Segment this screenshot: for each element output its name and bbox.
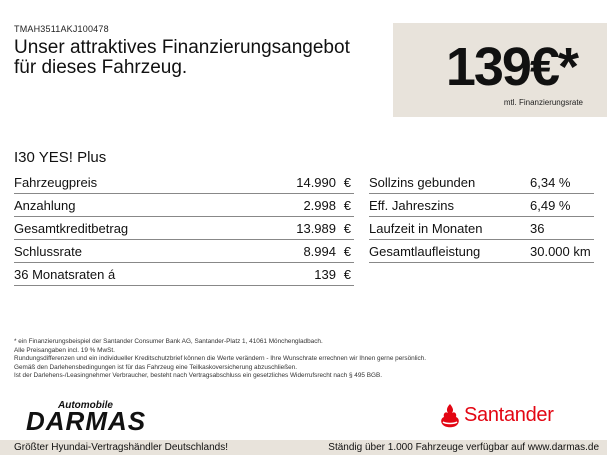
row-label: Schlussrate <box>14 244 82 259</box>
footnote-line: * ein Finanzierungsbeispiel der Santande… <box>14 338 323 345</box>
row-label: Laufzeit in Monaten <box>369 221 483 236</box>
row-value: 14.990 <box>296 175 336 190</box>
model-name: I30 YES! Plus <box>14 149 107 166</box>
row-label: Gesamtlaufleistung <box>369 244 481 259</box>
headline-line-1: Unser attraktives Finanzierungsangebot <box>14 37 350 58</box>
row-currency: € <box>343 267 351 282</box>
dealer-logo-small-text: Automobile <box>58 400 113 411</box>
row-currency: € <box>343 221 351 236</box>
row-value: 2.998 <box>303 198 336 213</box>
row-value: 30.000 km <box>530 244 591 259</box>
table-row: Schlussrate 8.994 € <box>14 241 354 263</box>
table-row: Eff. Jahreszins 6,49 % <box>369 195 594 217</box>
footnote-line: Alle Preisangaben incl. 19 % MwSt. <box>14 346 115 354</box>
row-currency: € <box>343 244 351 259</box>
row-value: 36 <box>530 221 545 236</box>
headline: Unser attraktives Finanzierungsangebot f… <box>14 38 384 78</box>
row-label: Anzahlung <box>14 198 76 213</box>
footer-right-text: Ständig über 1.000 Fahrzeuge verfügbar a… <box>328 442 599 453</box>
table-row: Anzahlung 2.998 € <box>14 195 354 217</box>
row-label: 36 Monatsraten á <box>14 267 116 282</box>
row-value: 6,49 % <box>530 198 571 213</box>
row-value: 8.994 <box>303 244 336 259</box>
row-value: 6,34 % <box>530 175 571 190</box>
row-currency: € <box>343 198 351 213</box>
row-label: Sollzins gebunden <box>369 175 476 190</box>
table-row: Fahrzeugpreis 14.990 € <box>14 172 354 194</box>
footnote-line: Gemäß den Darlehensbedingungen ist für d… <box>14 363 298 371</box>
table-row: Sollzins gebunden 6,34 % <box>369 172 594 194</box>
row-value: 139 <box>314 267 336 282</box>
table-row: Gesamtkreditbetrag 13.989 € <box>14 218 354 240</box>
table-row: Laufzeit in Monaten 36 <box>369 218 594 240</box>
bank-name: Santander <box>464 404 554 426</box>
footer-left-text: Größter Hyundai-Vertragshändler Deutschl… <box>14 442 228 453</box>
vin-number: TMAH3511AKJ100478 <box>14 24 109 34</box>
monthly-rate: 139€* <box>445 37 579 97</box>
dealer-logo-text: DARMAS <box>26 406 147 436</box>
footnote-line: Ist der Darlehens-/Leasingnehmer Verbrau… <box>14 372 383 380</box>
footer-bar: Größter Hyundai-Vertragshändler Deutschl… <box>0 440 607 455</box>
row-label: Gesamtkreditbetrag <box>14 221 129 236</box>
row-label: Fahrzeugpreis <box>14 175 98 190</box>
row-value: 13.989 <box>296 221 336 236</box>
table-row: 36 Monatsraten á 139 € <box>14 264 354 286</box>
row-label: Eff. Jahreszins <box>369 198 455 213</box>
row-currency: € <box>343 175 351 190</box>
price-box: 139€* mtl. Finanzierungsrate <box>393 23 607 117</box>
monthly-rate-label: mtl. Finanzierungsrate <box>503 98 583 107</box>
flame-icon <box>441 404 459 428</box>
footnote-line: Rundungsdifferenzen und ein individuelle… <box>14 355 427 363</box>
footnote: * ein Finanzierungsbeispiel der Santande… <box>14 338 594 381</box>
table-row: Gesamtlaufleistung 30.000 km <box>369 241 594 263</box>
headline-line-2: für dieses Fahrzeug. <box>14 57 188 78</box>
